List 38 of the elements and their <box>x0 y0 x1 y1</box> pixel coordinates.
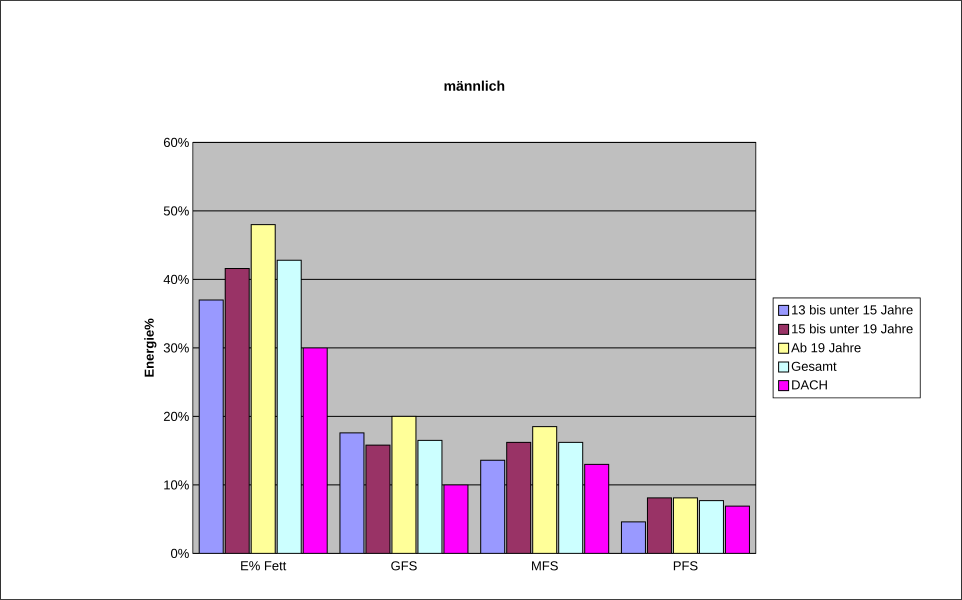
bar <box>391 416 416 554</box>
x-tick-label: MFS <box>532 561 558 570</box>
y-tick-label: 50% <box>164 206 189 216</box>
bar <box>365 444 390 554</box>
x-tick-label: GFS <box>391 561 417 570</box>
y-tick-label: 10% <box>164 480 189 490</box>
bar <box>558 442 584 554</box>
y-tick-label: 20% <box>164 412 189 422</box>
bar <box>198 299 224 554</box>
legend-label: Ab 19 Jahre <box>791 342 861 352</box>
chart-title: männlich <box>444 80 504 91</box>
bar <box>672 497 698 554</box>
bar <box>250 224 276 554</box>
bar <box>646 497 672 554</box>
legend-label: 13 bis unter 15 Jahre <box>792 304 913 314</box>
y-tick-label: 30% <box>164 343 189 353</box>
bar <box>584 464 610 554</box>
bar <box>302 347 328 554</box>
y-tick-label: 40% <box>164 274 189 284</box>
x-tick-label: E% Fett <box>241 561 286 570</box>
bar <box>698 500 724 554</box>
y-tick-label: 60% <box>164 138 189 148</box>
bar <box>620 521 646 554</box>
bar <box>276 260 302 554</box>
legend-label: DACH <box>792 380 827 390</box>
bar <box>339 432 364 554</box>
legend-label: Gesamt <box>792 362 837 371</box>
bar <box>532 426 558 554</box>
bar <box>480 460 506 554</box>
y-tick-label: 0% <box>171 548 189 558</box>
bar <box>724 506 750 554</box>
bar <box>443 484 468 554</box>
bar <box>224 268 250 554</box>
legend-label: 15 bis unter 19 Jahre <box>792 324 913 334</box>
x-tick-label: PFS <box>674 561 698 570</box>
y-axis-title: Energie% <box>144 318 156 377</box>
bar <box>417 440 442 554</box>
bar <box>506 442 532 554</box>
